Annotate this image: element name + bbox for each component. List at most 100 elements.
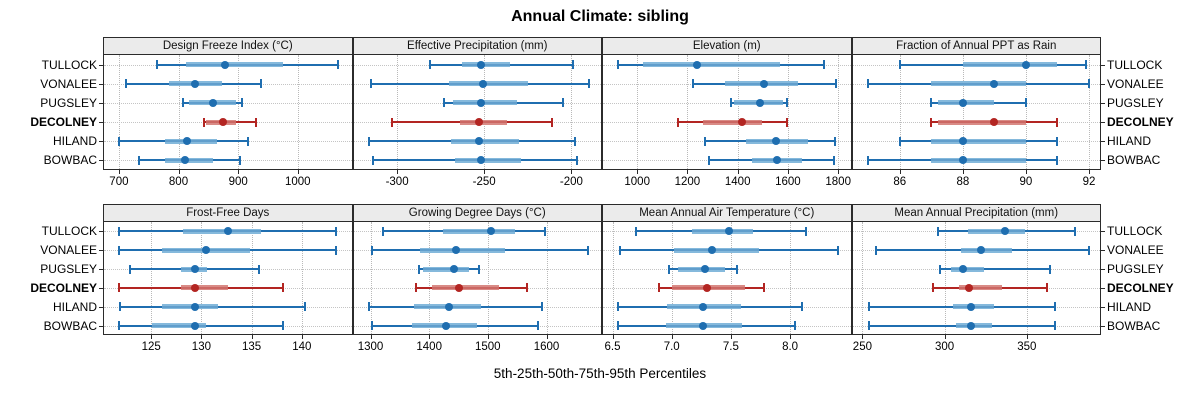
whisker-cap-high (334, 226, 337, 236)
gridline (571, 55, 573, 169)
gridline (397, 55, 399, 169)
median-dot (958, 98, 967, 107)
axis-tick (118, 170, 120, 174)
panel-title: Effective Precipitation (mm) (352, 37, 602, 55)
median-dot (476, 98, 485, 107)
axis-tick (730, 335, 732, 339)
axis-tick-label: 92 (1082, 176, 1096, 188)
median-dot (202, 246, 211, 255)
site-label-left-pugsley: PUGSLEY (40, 262, 97, 277)
axis-tick (862, 335, 864, 339)
iqr-bar (459, 119, 507, 125)
iqr-bar (152, 323, 207, 329)
whisker-cap-high (336, 60, 339, 70)
axis-tick-label: 800 (168, 176, 189, 188)
iqr-bar (423, 266, 469, 272)
row-gridline (603, 102, 851, 104)
axis-tick-label: 300 (935, 341, 955, 353)
whisker-cap-high (247, 136, 250, 146)
panel-title: Fraction of Annual PPT as Rain (851, 37, 1101, 55)
site-label-left-vonalee: VONALEE (40, 76, 97, 91)
axis-tick-label: 88 (956, 176, 970, 188)
median-dot (449, 265, 458, 274)
iqr-midline (452, 101, 518, 104)
median-dot (958, 265, 967, 274)
site-label-left-vonalee: VONALEE (40, 243, 97, 258)
gridline (1025, 55, 1027, 169)
whisker-cap-high (1048, 264, 1051, 274)
iqr-bar (702, 119, 763, 125)
axis-tick-label: 86 (893, 176, 907, 188)
whisker-cap-high (561, 98, 564, 108)
axis-tick (238, 170, 240, 174)
whisker-cap-low (367, 302, 370, 312)
panel-mean-annual-air-temperature-c: Mean Annual Air Temperature (°C) (602, 204, 852, 335)
axis-tick-label: 1400 (416, 341, 442, 353)
whisker-cap-high (1088, 79, 1090, 89)
panel-elevation-m: Elevation (m) (602, 37, 852, 170)
iqr-midline (951, 268, 985, 271)
whisker-cap-high (540, 302, 543, 312)
whisker-cap-low (691, 79, 694, 89)
median-dot (441, 321, 450, 330)
whisker-cap-high (1084, 60, 1087, 70)
iqr-midline (451, 140, 520, 143)
whisker-cap-high (804, 226, 807, 236)
gridline (118, 55, 120, 169)
axis-tick (790, 335, 792, 339)
axis-tick (687, 170, 689, 174)
median-dot (478, 79, 487, 88)
iqr-midline (702, 121, 763, 124)
iqr-midline (162, 305, 219, 308)
site-label-left-decolney: DECOLNEY (30, 115, 97, 130)
axis-tick (962, 170, 964, 174)
gridline (790, 222, 792, 334)
edge-stub-right (1101, 141, 1105, 143)
iqr-bar (165, 157, 214, 163)
gridline (838, 55, 840, 169)
whisker-cap-low (930, 98, 933, 108)
iqr-bar (419, 247, 506, 253)
axis-tick (787, 170, 789, 174)
gridline (297, 55, 299, 169)
iqr-bar (962, 62, 1058, 68)
panel-plot-area (602, 222, 852, 335)
whisker-cap-low (370, 321, 373, 331)
whisker-cap-high (786, 98, 789, 108)
whisker-cap-high (1056, 117, 1059, 127)
iqr-midline (423, 268, 469, 271)
axis-tick-label: 700 (109, 176, 129, 188)
gridline (787, 55, 789, 169)
axis-tick-label: 7.0 (663, 341, 680, 353)
whisker-cap-low (618, 245, 621, 255)
median-dot (990, 118, 999, 127)
whisker-cap-high (832, 155, 835, 165)
site-label-left-pugsley: PUGSLEY (40, 95, 97, 110)
whisker-cap-low (676, 117, 679, 127)
iqr-bar (452, 100, 518, 106)
median-dot (219, 118, 228, 127)
edge-stub-left (99, 325, 103, 327)
panel-plot-area (602, 55, 852, 170)
iqr-bar (442, 228, 516, 234)
whisker-cap-high (1073, 226, 1076, 236)
axis-tick-label: 135 (242, 341, 262, 353)
median-dot (965, 283, 974, 292)
axis-tick (251, 335, 253, 339)
edge-stub-right (1101, 102, 1105, 104)
median-dot (486, 227, 495, 236)
panel-title: Frost-Free Days (103, 204, 353, 222)
median-dot (444, 302, 453, 311)
edge-stub-right (1101, 122, 1105, 124)
iqr-midline (967, 230, 1026, 233)
panel-plot-area (103, 55, 353, 170)
site-label-left-hiland: HILAND (52, 299, 97, 314)
iqr-bar (931, 157, 1026, 163)
whisker-cap-low (371, 245, 374, 255)
gridline (862, 222, 864, 334)
whisker-cap-low (668, 264, 671, 274)
edge-stub-left (99, 83, 103, 85)
whisker-cap-high (572, 60, 575, 70)
gridline (484, 55, 486, 169)
